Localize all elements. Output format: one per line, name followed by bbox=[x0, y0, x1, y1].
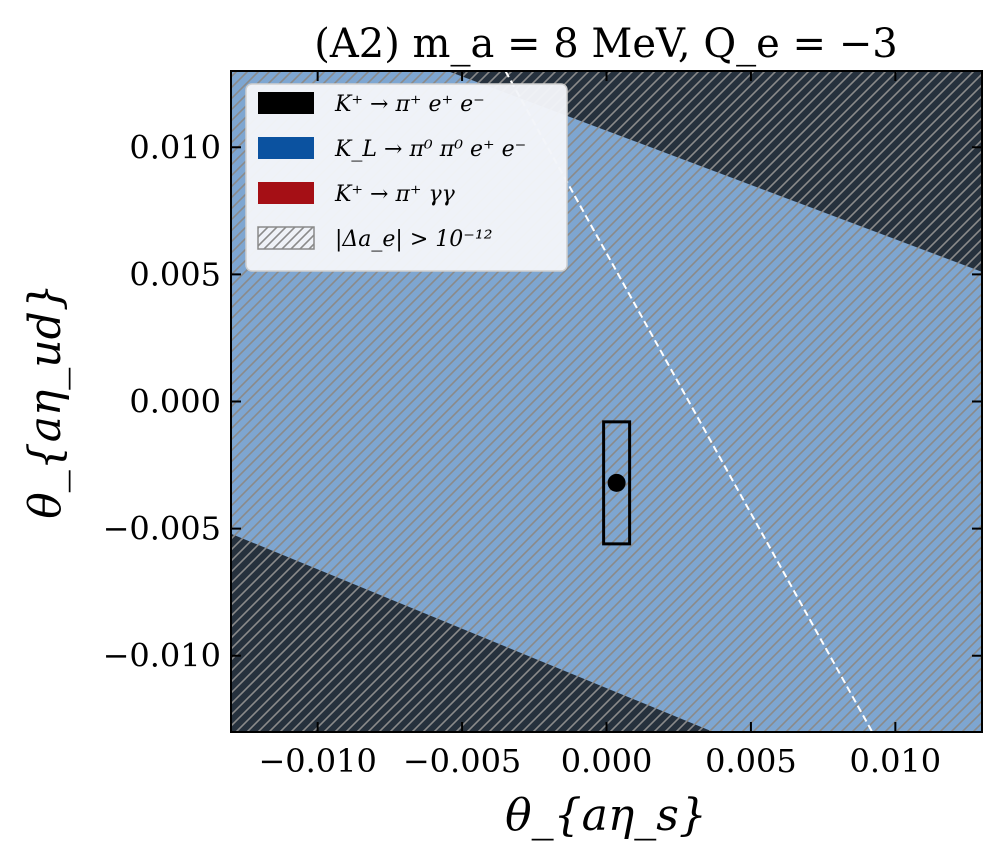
y-tick-label: 0.005 bbox=[129, 255, 221, 293]
central-point bbox=[607, 473, 626, 492]
error-box bbox=[602, 420, 632, 546]
legend-items: K⁺ → π⁺ e⁺ e⁻ K_L → π⁰ π⁰ e⁺ e⁻ K⁺ → π⁺ γγ… bbox=[257, 92, 526, 252]
chart-title: (A2) m_a = 8 MeV, Q_e = −3 bbox=[314, 21, 897, 67]
y-axis-label: θ_{aη_ud} bbox=[20, 283, 71, 519]
x-tick-label: −0.005 bbox=[403, 742, 521, 780]
legend-label: |Δa_e| > 10⁻¹² bbox=[335, 227, 493, 252]
y-tick-label: 0.000 bbox=[129, 383, 221, 421]
axis-ticks: −0.010 −0.005 0.000 0.005 0.010 0.010 0.005 0.0… bbox=[103, 71, 982, 780]
legend-swatch-hatch bbox=[257, 226, 315, 250]
legend-swatch bbox=[258, 182, 314, 204]
legend-label: K⁺ → π⁺ e⁺ e⁻ bbox=[334, 92, 485, 117]
y-tick-label: −0.005 bbox=[103, 510, 221, 548]
x-tick-label: 0.010 bbox=[850, 742, 942, 780]
x-tick-label: 0.005 bbox=[705, 742, 797, 780]
y-tick-label: 0.010 bbox=[129, 128, 221, 166]
legend-swatch bbox=[258, 92, 314, 114]
x-tick-label: −0.010 bbox=[258, 742, 376, 780]
legend: K⁺ → π⁺ e⁺ e⁻ K_L → π⁰ π⁰ e⁺ e⁻ K⁺ → π⁺ γγ… bbox=[245, 83, 568, 272]
y-tick-label: −0.010 bbox=[103, 637, 221, 675]
legend-label: K_L → π⁰ π⁰ e⁺ e⁻ bbox=[334, 137, 526, 162]
legend-label: K⁺ → π⁺ γγ bbox=[334, 182, 456, 207]
legend-box bbox=[245, 83, 568, 272]
x-axis-label: θ_{aη_s} bbox=[505, 790, 707, 841]
legend-swatch bbox=[258, 137, 314, 159]
x-tick-label: 0.000 bbox=[561, 742, 653, 780]
